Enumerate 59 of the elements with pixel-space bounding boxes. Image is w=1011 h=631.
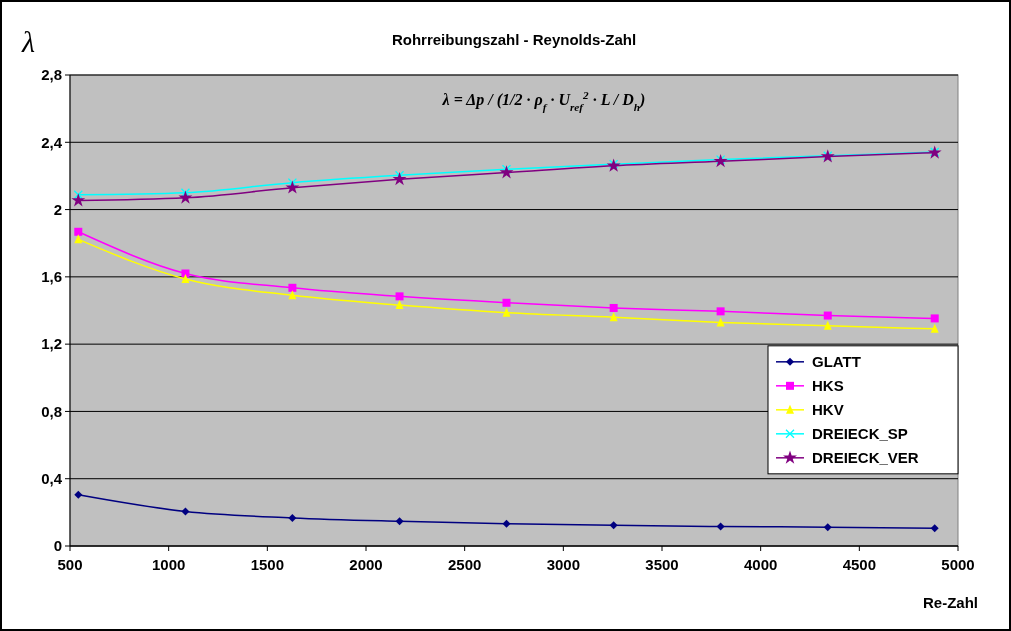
point	[823, 523, 832, 532]
point	[288, 283, 297, 292]
x-tick-label: 1000	[151, 556, 186, 573]
point	[395, 292, 404, 301]
x-tick-label: 3000	[546, 556, 581, 573]
point	[288, 290, 297, 300]
point	[502, 519, 511, 528]
point	[609, 303, 618, 312]
x-axis-title: Re-Zahl	[922, 594, 978, 611]
point	[181, 269, 190, 278]
point	[285, 180, 300, 194]
point	[392, 171, 407, 186]
point	[930, 314, 939, 323]
point	[609, 521, 618, 530]
legend-label: DREIECK_SP	[812, 425, 908, 443]
y-axis-title: λ	[21, 25, 35, 58]
x-tick-label: 500	[57, 556, 83, 573]
chart-title: Rohrreibungszahl - Reynolds-Zahl	[391, 31, 637, 48]
x-tick-label: 5000	[941, 556, 975, 573]
point	[499, 165, 514, 179]
x-tick-label: 4500	[842, 556, 877, 573]
y-tick-label: 2,8	[41, 66, 62, 84]
point	[181, 507, 190, 516]
point	[609, 312, 618, 322]
point	[716, 307, 725, 316]
point	[74, 234, 83, 244]
point	[395, 300, 404, 310]
point	[823, 320, 832, 330]
y-tick-label: 2,4	[41, 133, 63, 151]
point	[178, 190, 193, 204]
x-tick-label: 3500	[645, 556, 679, 573]
point	[930, 323, 939, 333]
y-tick-label: 0,4	[41, 469, 63, 487]
x-tick-label: 1500	[250, 556, 285, 573]
y-tick-label: 0	[53, 537, 62, 555]
y-tick-label: 1,2	[41, 335, 62, 353]
x-tick-label: 4000	[743, 556, 778, 573]
point	[823, 311, 832, 320]
annotation: λ = Δp / (1/2 · ρ$_{f}$ · U$_{ref}$$^{2}$ · L / D$_{h}$)	[441, 89, 646, 113]
point	[73, 190, 83, 200]
point	[74, 490, 83, 499]
legend-label: DREIECK_VER	[812, 449, 919, 467]
y-tick-label: 1,6	[41, 268, 62, 286]
point	[395, 517, 404, 526]
point	[181, 274, 190, 284]
x-tick-label: 2000	[349, 556, 383, 573]
point	[502, 298, 511, 307]
x-tick-label: 2500	[447, 556, 482, 573]
legend-label: GLATT	[812, 353, 861, 371]
point	[71, 193, 86, 207]
point	[74, 227, 83, 236]
point	[716, 522, 725, 531]
legend-label: HKS	[812, 377, 844, 395]
point	[288, 513, 297, 522]
point	[502, 307, 511, 317]
y-tick-label: 0,8	[41, 402, 62, 420]
point	[930, 524, 939, 533]
legend-label: HKV	[812, 401, 844, 419]
y-tick-label: 2	[53, 200, 62, 218]
